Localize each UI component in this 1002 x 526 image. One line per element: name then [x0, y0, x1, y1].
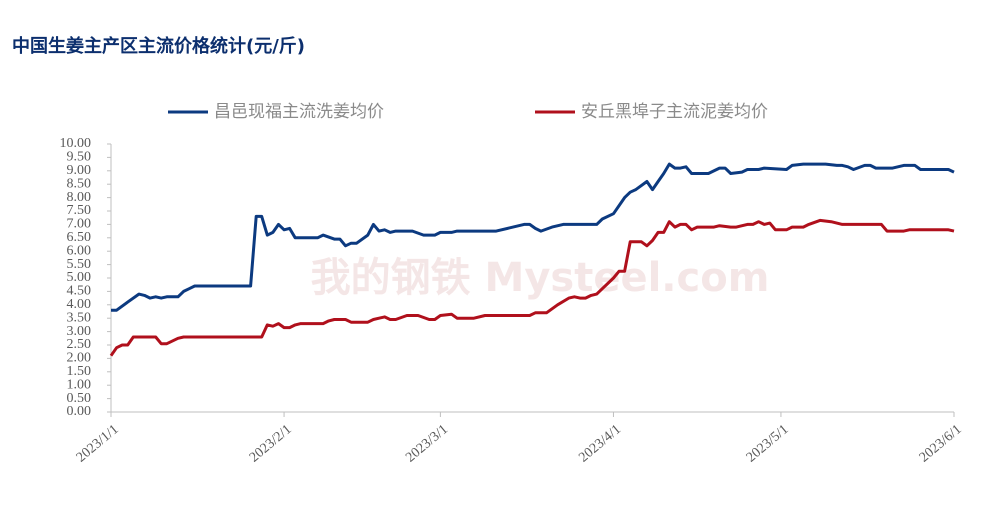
y-tick-label: 1.50 [67, 364, 92, 379]
x-tick-label: 2023/1/1 [74, 422, 122, 465]
y-tick-label: 7.50 [67, 203, 92, 218]
y-tick-label: 8.00 [67, 190, 92, 205]
y-tick-label: 2.50 [67, 337, 92, 352]
line-series [109, 218, 955, 357]
y-tick-label: 6.50 [67, 230, 92, 245]
y-tick-label: 0.00 [67, 404, 92, 419]
y-tick-label: 10.00 [60, 136, 92, 151]
y-tick-label: 9.50 [67, 150, 92, 165]
y-tick-label: 7.00 [67, 217, 92, 232]
x-tick-label: 2023/2/1 [247, 422, 295, 465]
y-tick-label: 5.00 [67, 270, 92, 285]
watermark: 我的钢铁 Mysteel.com [311, 255, 770, 301]
y-tick-label: 0.50 [67, 391, 92, 406]
y-tick-label: 4.00 [67, 297, 92, 312]
x-tick-label: 2023/5/1 [744, 422, 792, 465]
legend-label: 安丘黑埠子主流泥姜均价 [581, 102, 768, 122]
y-tick-label: 8.50 [67, 176, 92, 191]
y-tick-label: 9.00 [67, 163, 92, 178]
chart-title: 中国生姜主产区主流价格统计(元/斤) [12, 35, 305, 57]
legend-label: 昌邑现福主流洗姜均价 [214, 102, 384, 122]
x-tick-label: 2023/6/1 [917, 422, 965, 465]
x-tick-label: 2023/4/1 [576, 422, 624, 465]
y-tick-label: 1.00 [67, 377, 92, 392]
line-series [111, 162, 955, 312]
y-tick-label: 4.50 [67, 284, 92, 299]
y-tick-label: 5.50 [67, 257, 92, 272]
y-tick-label: 3.00 [67, 324, 92, 339]
y-tick-label: 3.50 [67, 310, 92, 325]
x-tick-label: 2023/3/1 [403, 422, 451, 465]
y-tick-label: 6.00 [67, 243, 92, 258]
y-tick-label: 2.00 [67, 351, 92, 366]
